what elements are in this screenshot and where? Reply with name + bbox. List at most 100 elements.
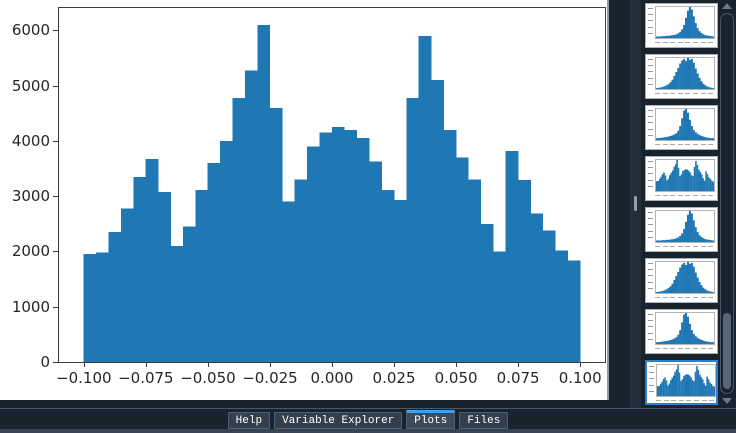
thumbnail-xtick-mark (662, 297, 668, 298)
histogram-bar (567, 260, 581, 362)
histogram-bar (381, 190, 395, 362)
thumbnail-xtick-mark (655, 297, 660, 298)
pane-splitter[interactable] (630, 0, 641, 409)
plot-thumbnail[interactable] (645, 3, 718, 48)
thumbnail-xtick-mark (685, 93, 691, 94)
histogram-bar (356, 138, 370, 362)
x-tick-mark (580, 363, 582, 367)
histogram-bar (493, 251, 506, 362)
tab-files[interactable]: Files (459, 412, 509, 429)
thumbnail-ytick-mark (649, 390, 654, 392)
y-tick-mark (53, 362, 58, 363)
histogram-bar (306, 146, 320, 362)
histogram-bar (158, 191, 171, 362)
histogram-bar (207, 163, 221, 362)
thumbnail-xtick-mark (662, 195, 668, 196)
thumbnail-xtick-mark (708, 246, 714, 247)
thumbnail-xtick-mark (655, 93, 660, 94)
thumbnail-xtick-mark (670, 144, 676, 145)
thumbnail-xtick-mark (656, 400, 661, 401)
thumbnail-ytick-mark (648, 185, 653, 187)
y-tick-mark (53, 196, 58, 198)
histogram-bar (480, 223, 494, 362)
histogram-bar (431, 80, 444, 362)
thumbnail-ytick-mark (648, 179, 653, 181)
thumbnail-xtick-mark (708, 297, 714, 298)
pane-tabbar: Help Variable Explorer Plots Files (0, 410, 736, 429)
scroll-up-arrow-icon[interactable] (722, 3, 732, 9)
thumbnail-ytick-mark (648, 275, 653, 277)
plot-thumbnail[interactable] (645, 54, 718, 99)
thumbnail-xtick-mark (670, 297, 676, 298)
thumbnail-mini-plot (656, 364, 716, 397)
thumbnail-xtick-mark (700, 195, 706, 196)
histogram-bar (393, 200, 407, 362)
thumbnail-mini-plot (655, 57, 715, 90)
thumbnail-ytick-mark (648, 287, 653, 289)
x-tick-mark (456, 363, 458, 367)
x-tick-label: 0.000 (310, 369, 354, 387)
thumbnail-scrollbar[interactable] (719, 0, 736, 410)
plot-thumbnail[interactable] (645, 309, 718, 354)
thumbnail-xtick-mark (708, 348, 714, 349)
histogram-bar (555, 250, 568, 362)
histogram-bars (83, 24, 581, 362)
thumbnail-xtick-mark (677, 42, 683, 43)
thumbnail-xtick-mark (700, 297, 706, 298)
histogram-axes (58, 7, 606, 363)
thumbnail-xtick-mark (655, 144, 660, 145)
x-tick-label: −0.075 (118, 369, 174, 387)
histogram-bar (294, 179, 308, 362)
thumbnail-xtick-mark (670, 42, 676, 43)
x-tick-label: 0.100 (558, 369, 602, 387)
y-tick-label: 5000 (11, 76, 50, 95)
thumbnail-xtick-mark (700, 348, 706, 349)
thumbnail-xtick-mark (708, 144, 714, 145)
thumbnail-xtick-mark (693, 348, 698, 349)
thumbnail-xtick-mark (685, 297, 691, 298)
thumbnail-ytick-mark (648, 8, 653, 9)
scrollbar-thumb[interactable] (723, 313, 731, 389)
plot-thumbnail[interactable] (645, 207, 718, 252)
tab-plots[interactable]: Plots (406, 410, 456, 429)
x-tick-mark (518, 363, 520, 367)
thumbnail-ytick-mark (648, 167, 653, 169)
histogram-bar (530, 213, 544, 362)
plot-thumbnail[interactable] (645, 105, 718, 150)
thumbnail-ytick-mark (648, 71, 653, 73)
thumbnail-ytick-mark (648, 263, 653, 264)
histogram-bar (406, 97, 420, 362)
x-tick-mark (207, 363, 209, 367)
thumbnail-ytick-mark (648, 32, 653, 34)
thumbnail-ytick-mark (648, 224, 653, 226)
x-tick-mark (269, 363, 271, 367)
histogram-bar (344, 129, 358, 362)
plot-thumbnail-selected[interactable] (645, 360, 718, 405)
plot-thumbnail[interactable] (645, 156, 718, 201)
thumbnail-xtick-mark (693, 93, 698, 94)
thumbnail-xtick-mark (685, 144, 691, 145)
y-tick-mark (53, 251, 58, 253)
scrollbar-track[interactable] (720, 13, 734, 394)
thumbnail-ytick-mark (648, 20, 653, 22)
thumbnail-ytick-mark (648, 320, 653, 322)
thumbnail-xtick-mark (700, 144, 706, 145)
plot-thumbnail[interactable] (645, 258, 718, 303)
x-tick-mark (332, 363, 333, 367)
thumbnail-ytick-mark (649, 372, 654, 374)
thumbnail-xtick-mark (677, 297, 683, 298)
thumbnail-mini-plot (655, 312, 715, 345)
tab-variable-explorer[interactable]: Variable Explorer (274, 412, 403, 429)
thumbnail-xtick-mark (693, 195, 698, 196)
thumbnail-xtick-mark (670, 348, 676, 349)
y-tick-label: 1000 (11, 297, 50, 316)
histogram-bar (269, 107, 283, 362)
thumbnail-ytick-mark (648, 77, 653, 79)
thumbnail-xtick-mark (678, 400, 684, 401)
histogram-bar (517, 180, 531, 362)
scroll-down-arrow-icon[interactable] (722, 398, 732, 404)
thumbnail-ytick-mark (648, 269, 653, 271)
thumbnail-xtick-mark (655, 195, 660, 196)
tab-help[interactable]: Help (227, 412, 271, 429)
thumbnail-ytick-mark (648, 128, 653, 130)
